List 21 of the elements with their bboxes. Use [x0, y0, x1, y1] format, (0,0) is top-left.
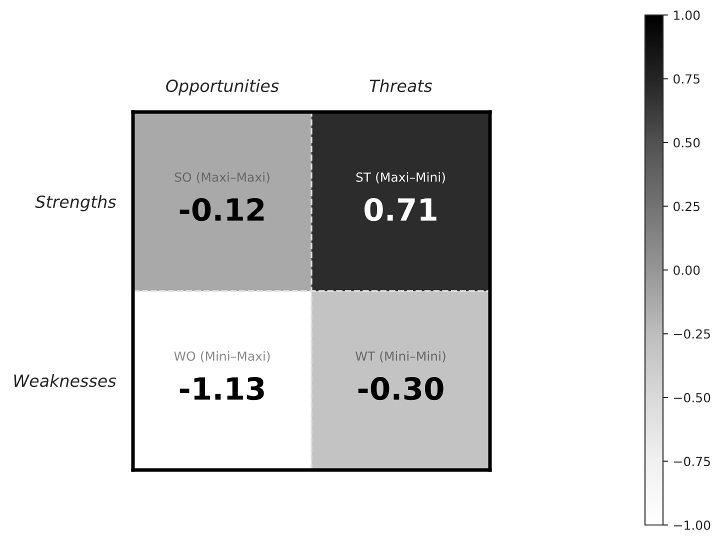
data-label: WT (Mini–Mini)	[356, 351, 446, 362]
color-bar-label: 0.50	[674, 138, 700, 148]
color-bar-label: −0.75	[674, 456, 710, 466]
color-bar-label: 1.00	[674, 10, 700, 20]
text: 0.71	[364, 198, 436, 222]
x-tick-label: Opportunities	[166, 79, 279, 96]
y-tick-label: Weaknesses	[14, 374, 116, 388]
y-tick-label: Strengths	[35, 195, 116, 212]
color-bar-label: −0.50	[674, 392, 710, 402]
color-bar-label: 0.75	[674, 74, 700, 84]
color-bar-label: 0.00	[674, 265, 700, 275]
x-tick-label: Threats	[370, 79, 432, 92]
text: -0.30	[358, 376, 444, 400]
color-bar-label: −0.25	[674, 329, 710, 339]
text: -1.13	[180, 376, 264, 400]
data-label: SO (Maxi–Maxi)	[174, 172, 270, 184]
data-label: ST (Maxi–Mini)	[356, 172, 445, 184]
color-bar-label: 0.25	[674, 202, 700, 212]
data-label: WO (Mini–Maxi)	[174, 351, 270, 362]
text: -0.12	[180, 198, 264, 222]
color-bar-label: −1.00	[674, 520, 710, 530]
